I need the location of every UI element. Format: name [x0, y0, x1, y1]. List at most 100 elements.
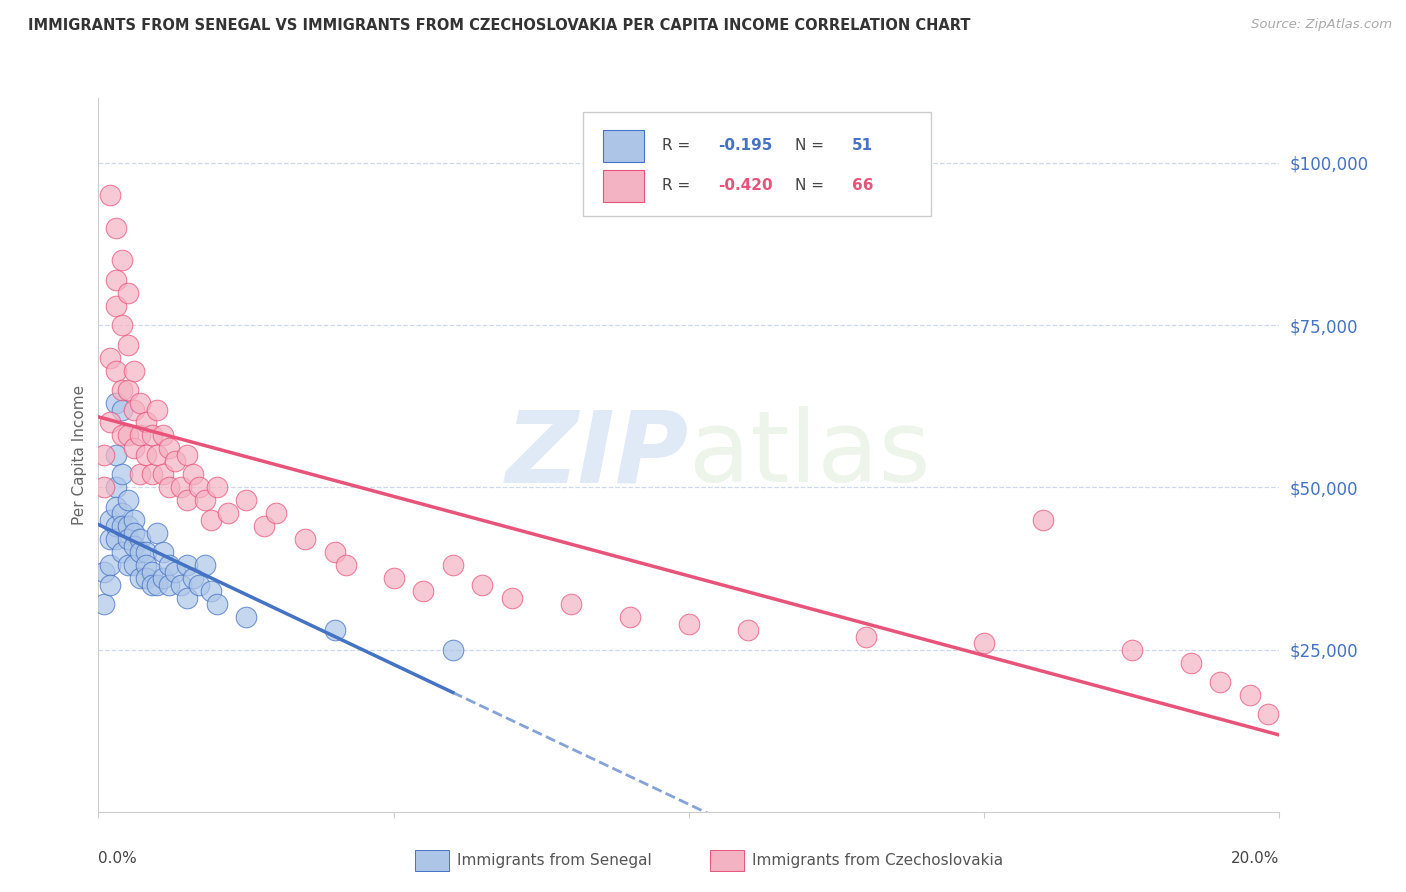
Point [111, 545, 134, 559]
Point [111, 519, 134, 533]
Point [235, 493, 257, 508]
FancyBboxPatch shape [582, 112, 931, 216]
Point [122, 442, 145, 456]
Point [105, 396, 128, 410]
Point [117, 519, 139, 533]
Point [194, 493, 217, 508]
Point [294, 533, 316, 547]
Point [471, 577, 494, 591]
Point [181, 467, 204, 482]
Point [98, 558, 121, 573]
Point [98, 577, 121, 591]
Point [122, 539, 145, 553]
Point [678, 616, 700, 631]
Bar [603, 130, 644, 162]
Y-axis label: Per Capita Income: Per Capita Income [72, 384, 87, 525]
Point [412, 584, 434, 599]
Text: R =: R = [662, 138, 695, 153]
Text: N =: N = [796, 178, 830, 194]
Point [122, 402, 145, 417]
Point [128, 571, 150, 585]
Text: 66: 66 [852, 178, 873, 194]
Point [141, 577, 163, 591]
Point [111, 318, 134, 333]
Point [200, 513, 222, 527]
Point [165, 565, 187, 579]
Point [165, 454, 187, 468]
Point [157, 480, 180, 494]
Point [93, 448, 115, 462]
Point [122, 525, 145, 540]
Point [1180, 656, 1202, 670]
Bar [603, 169, 644, 202]
Point [619, 610, 641, 624]
Point [560, 597, 582, 611]
Text: 20.0%: 20.0% [1232, 851, 1279, 866]
Point [152, 571, 174, 585]
Point [441, 642, 464, 657]
Point [1121, 642, 1143, 657]
Point [135, 448, 157, 462]
Text: ZIP: ZIP [506, 407, 689, 503]
Point [93, 597, 115, 611]
Text: IMMIGRANTS FROM SENEGAL VS IMMIGRANTS FROM CZECHOSLOVAKIA PER CAPITA INCOME CORR: IMMIGRANTS FROM SENEGAL VS IMMIGRANTS FR… [28, 18, 970, 33]
Point [122, 363, 145, 377]
Point [117, 493, 139, 508]
Point [157, 577, 180, 591]
Point [157, 558, 180, 573]
Point [141, 565, 163, 579]
Point [217, 506, 239, 520]
Point [105, 480, 128, 494]
Point [98, 351, 121, 365]
Text: -0.195: -0.195 [718, 138, 773, 153]
Point [93, 480, 115, 494]
Point [128, 533, 150, 547]
Point [105, 273, 128, 287]
Point [122, 513, 145, 527]
Point [105, 299, 128, 313]
Point [441, 558, 464, 573]
Point [128, 545, 150, 559]
Point [152, 545, 174, 559]
Point [117, 428, 139, 442]
Text: atlas: atlas [689, 407, 931, 503]
Point [157, 442, 180, 456]
Point [187, 480, 209, 494]
Point [1032, 513, 1054, 527]
Point [128, 396, 150, 410]
Point [98, 533, 121, 547]
Point [105, 500, 128, 514]
Point [170, 577, 193, 591]
Text: -0.420: -0.420 [718, 178, 773, 194]
Point [128, 467, 150, 482]
Point [205, 597, 228, 611]
Point [105, 519, 128, 533]
Text: N =: N = [796, 138, 830, 153]
Point [1239, 688, 1261, 702]
Point [176, 558, 198, 573]
Point [117, 383, 139, 397]
Point [117, 337, 139, 351]
Point [323, 545, 346, 559]
Point [105, 533, 128, 547]
Point [117, 533, 139, 547]
Point [264, 506, 287, 520]
Point [152, 428, 174, 442]
Point [117, 558, 139, 573]
Text: Source: ZipAtlas.com: Source: ZipAtlas.com [1251, 18, 1392, 31]
Point [187, 577, 209, 591]
Point [135, 545, 157, 559]
Point [105, 220, 128, 235]
Point [135, 416, 157, 430]
Point [111, 253, 134, 268]
Point [111, 506, 134, 520]
Text: 0.0%: 0.0% [98, 851, 138, 866]
Point [128, 428, 150, 442]
Point [501, 591, 523, 605]
Point [141, 428, 163, 442]
Point [194, 558, 217, 573]
Point [335, 558, 357, 573]
Point [111, 428, 134, 442]
Point [973, 636, 995, 650]
Point [146, 448, 169, 462]
